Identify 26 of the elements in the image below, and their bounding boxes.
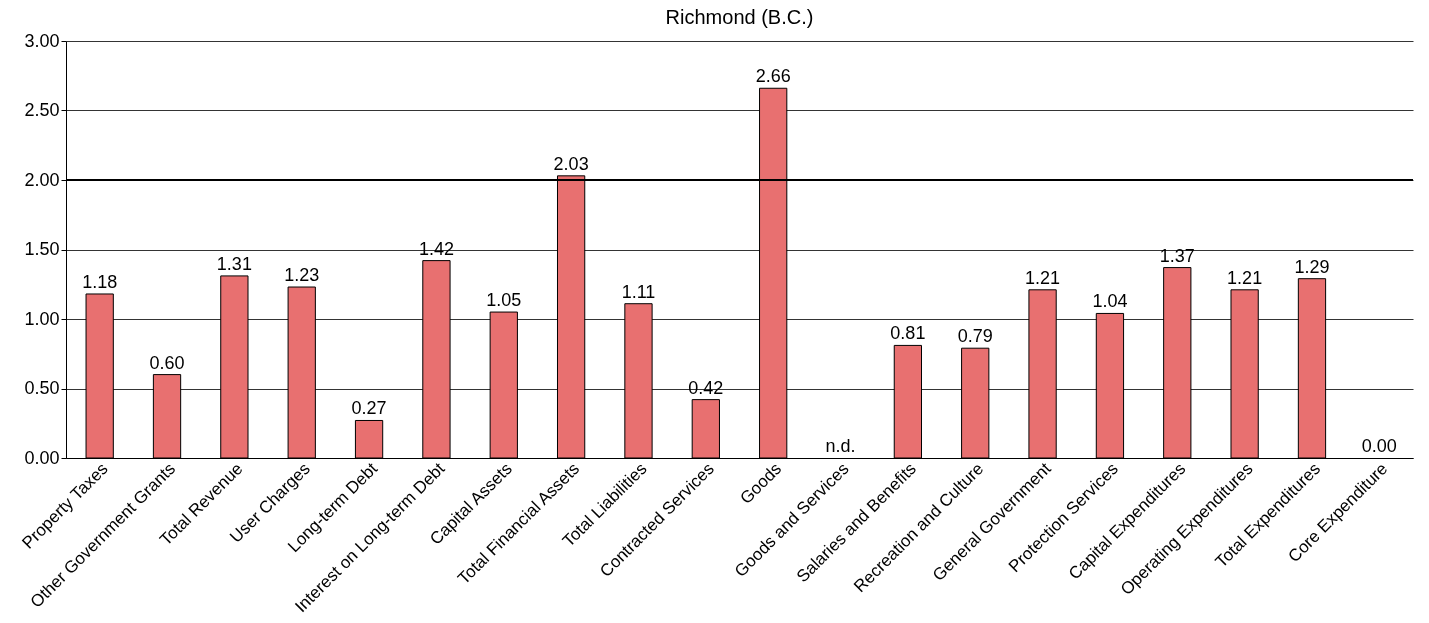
data-label: 1.29: [1294, 256, 1330, 277]
data-label: 1.23: [284, 265, 320, 286]
data-label: 0.00: [1361, 436, 1397, 456]
data-label: 1.05: [486, 290, 522, 311]
y-tick-label: 2.50: [24, 100, 60, 120]
text: n.d.: [825, 436, 856, 456]
y-tick-label: 0.00: [24, 447, 60, 468]
chart-title: Richmond (B.C.): [665, 6, 814, 28]
data-label: 0.81: [890, 323, 926, 344]
y-tick-label: 0.50: [24, 378, 60, 398]
data-label: 2.03: [553, 153, 589, 174]
data-label: 1.18: [82, 271, 118, 292]
y-tick-label: 2.00: [24, 169, 60, 190]
y-tick-label: 3.00: [24, 30, 60, 51]
data-label: 0.27: [351, 398, 387, 419]
data-label: 1.31: [216, 253, 252, 274]
data-label: 1.21: [1025, 267, 1061, 288]
data-label: 1.37: [1159, 245, 1195, 266]
data-label: 1.11: [621, 281, 656, 302]
data-label: 2.66: [755, 66, 791, 87]
data-label: 1.21: [1227, 267, 1263, 288]
data-label: 0.60: [149, 352, 185, 373]
y-tick-label: 1.00: [24, 308, 60, 329]
data-label: 1.04: [1092, 291, 1128, 312]
y-tick-label: 1.50: [24, 239, 60, 259]
data-label: 0.79: [957, 326, 993, 347]
